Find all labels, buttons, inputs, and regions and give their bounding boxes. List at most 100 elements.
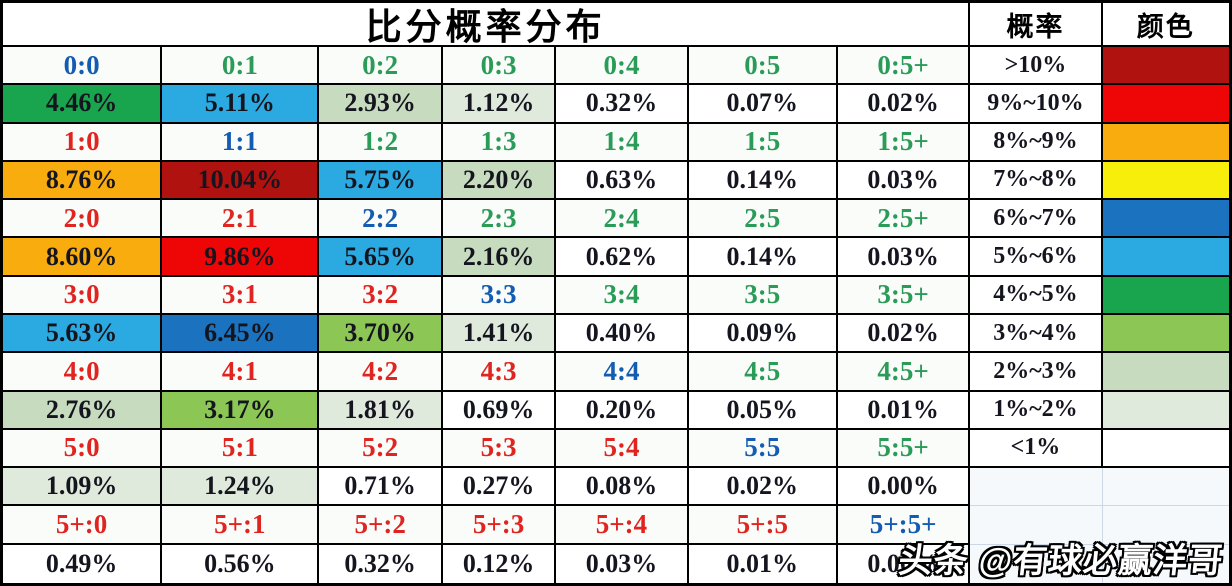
legend-range-cell: 6%~7%: [970, 200, 1103, 239]
legend-range-cell: 4%~5%: [970, 276, 1103, 315]
probability-cell: 0.01%: [837, 391, 971, 430]
score-cell: 5:0: [3, 429, 163, 469]
score-cell: 1:0: [3, 123, 163, 162]
probability-cell: 3.17%: [162, 391, 320, 430]
score-cell: 2:2: [319, 200, 443, 239]
probability-cell: 0.49%: [3, 544, 163, 583]
score-cell: 5:4: [556, 429, 689, 469]
probability-cell: 2.93%: [319, 85, 443, 124]
score-cell: 0:0: [3, 47, 163, 86]
probability-cell: 9.86%: [162, 238, 320, 277]
legend-range-cell: <1%: [970, 429, 1103, 469]
probability-cell: 8.76%: [3, 161, 163, 201]
probability-cell: 8.60%: [3, 238, 163, 277]
score-cell: 2:3: [442, 200, 557, 239]
score-cell: 5:5: [688, 429, 838, 469]
score-cell: 3:2: [319, 276, 443, 315]
probability-cell: 0.02%: [837, 314, 971, 354]
page-title: 比分概率分布: [3, 3, 971, 47]
score-cell: 3:3: [442, 276, 557, 315]
legend-empty-cell: [970, 468, 1103, 507]
score-cell: 2:5: [688, 200, 838, 239]
legend-color-swatch: [1102, 85, 1229, 124]
score-cell: 4:0: [3, 353, 163, 392]
legend-range-cell: 2%~3%: [970, 353, 1103, 392]
probability-cell: 0.32%: [556, 85, 689, 124]
probability-cell: 0.02%: [837, 85, 971, 124]
probability-cell: 1.41%: [442, 314, 557, 354]
probability-cell: 1.24%: [162, 468, 320, 507]
score-cell: 1:2: [319, 123, 443, 162]
legend-color-header: 颜色: [1102, 3, 1229, 47]
score-cell: 3:5: [688, 276, 838, 315]
legend-range-cell: 3%~4%: [970, 314, 1103, 354]
score-cell: 0:5: [688, 47, 838, 86]
probability-cell: 6.45%: [162, 314, 320, 354]
probability-cell: 0.03%: [837, 161, 971, 201]
score-cell: 0:1: [162, 47, 320, 86]
legend-color-swatch: [1102, 123, 1229, 162]
legend-range-cell: 8%~9%: [970, 123, 1103, 162]
score-cell: 1:1: [162, 123, 320, 162]
score-cell: 4:1: [162, 353, 320, 392]
probability-cell: 0.14%: [688, 161, 838, 201]
probability-cell: 1.81%: [319, 391, 443, 430]
probability-cell: 0.71%: [319, 468, 443, 507]
score-cell: 5+:3: [442, 506, 557, 545]
legend-empty-cell: [1102, 468, 1229, 507]
score-cell: 3:4: [556, 276, 689, 315]
score-cell: 2:1: [162, 200, 320, 239]
legend-color-swatch: [1102, 238, 1229, 277]
legend-color-swatch: [1102, 276, 1229, 315]
score-cell: 3:1: [162, 276, 320, 315]
score-cell: 5+:5+: [837, 506, 971, 545]
probability-cell: 0.40%: [556, 314, 689, 354]
legend-range-cell: 9%~10%: [970, 85, 1103, 124]
probability-cell: 0.00%: [837, 468, 971, 507]
score-cell: 2:5+: [837, 200, 971, 239]
legend-range-cell: >10%: [970, 47, 1103, 86]
probability-cell: 5.11%: [162, 85, 320, 124]
score-cell: 5+:5: [688, 506, 838, 545]
score-cell: 1:4: [556, 123, 689, 162]
probability-cell: 0.62%: [556, 238, 689, 277]
probability-cell: 4.46%: [3, 85, 163, 124]
legend-color-swatch: [1102, 200, 1229, 239]
watermark: 头条 @有球必赢洋哥: [897, 542, 1226, 580]
legend-range-cell: 5%~6%: [970, 238, 1103, 277]
probability-cell: 0.20%: [556, 391, 689, 430]
score-cell: 2:0: [3, 200, 163, 239]
score-cell: 5+:2: [319, 506, 443, 545]
probability-cell: 5.75%: [319, 161, 443, 201]
score-cell: 0:2: [319, 47, 443, 86]
legend-empty-cell: [970, 544, 1103, 583]
score-cell: 3:5+: [837, 276, 971, 315]
score-cell: 5:3: [442, 429, 557, 469]
probability-cell: 0.00%: [837, 544, 971, 583]
score-cell: 1:5: [688, 123, 838, 162]
legend-probability-header: 概率: [970, 3, 1103, 47]
score-cell: 5+:0: [3, 506, 163, 545]
probability-cell: 2.16%: [442, 238, 557, 277]
score-cell: 4:4: [556, 353, 689, 392]
probability-cell: 1.09%: [3, 468, 163, 507]
probability-cell: 1.12%: [442, 85, 557, 124]
score-cell: 0:4: [556, 47, 689, 86]
table-grid: 比分概率分布 概率 颜色 0:0 4.46% 0:1 5.11% 0:2 2.93% 0:3…: [3, 3, 1229, 583]
legend-range-cell: 7%~8%: [970, 161, 1103, 201]
probability-cell: 0.09%: [688, 314, 838, 354]
score-cell: 4:3: [442, 353, 557, 392]
score-cell: 3:0: [3, 276, 163, 315]
score-cell: 0:3: [442, 47, 557, 86]
score-cell: 1:5+: [837, 123, 971, 162]
score-cell: 5:2: [319, 429, 443, 469]
legend-color-swatch: [1102, 314, 1229, 354]
legend-empty-cell: [1102, 506, 1229, 545]
score-cell: 4:5: [688, 353, 838, 392]
score-cell: 0:5+: [837, 47, 971, 86]
probability-cell: 5.65%: [319, 238, 443, 277]
score-cell: 5:1: [162, 429, 320, 469]
probability-cell: 5.63%: [3, 314, 163, 354]
probability-cell: 0.63%: [556, 161, 689, 201]
score-cell: 1:3: [442, 123, 557, 162]
